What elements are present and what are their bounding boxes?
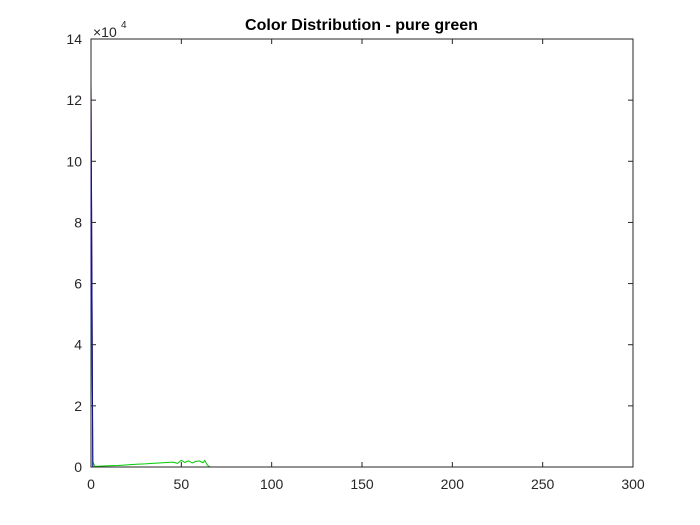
y-tick-label: 8: [74, 214, 82, 230]
x-tick-label: 150: [350, 476, 374, 492]
y-tick-label: 6: [74, 276, 82, 292]
plot-area: [91, 39, 633, 467]
y-axis-exponent: ×10 4: [93, 20, 127, 40]
y-tick-label: 0: [74, 459, 82, 475]
y-scale-multiplier: ×10: [93, 24, 117, 40]
y-scale-exponent: 4: [121, 20, 127, 31]
series-line-2: [90, 207, 552, 468]
chart-title: Color Distribution - pure green: [245, 17, 478, 34]
y-tick-label: 12: [66, 92, 82, 108]
y-tick-label: 4: [74, 337, 82, 353]
x-tick-label: 100: [260, 476, 284, 492]
x-tick-label: 0: [87, 476, 95, 492]
x-tick-label: 250: [531, 476, 555, 492]
axes-layer: 0 50 100 150 200 250 300 0 2 4 6 8 10 12 14: [66, 31, 644, 492]
x-tick-label: 50: [174, 476, 190, 492]
y-tick-label: 2: [74, 398, 82, 414]
x-tick-label: 200: [441, 476, 465, 492]
y-tick-label: 14: [66, 31, 82, 47]
plot-background: [91, 39, 633, 467]
x-tick-label: 300: [621, 476, 645, 492]
y-tick-label: 10: [66, 153, 82, 169]
